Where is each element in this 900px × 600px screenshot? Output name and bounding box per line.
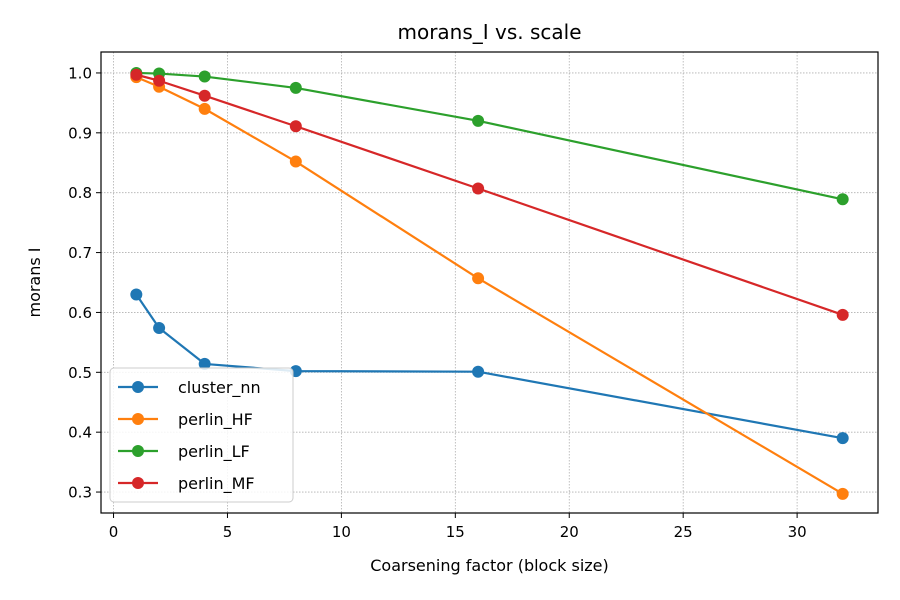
data-point [130,288,143,301]
data-point [472,272,485,285]
legend-marker [132,477,144,489]
legend-item: cluster_nn [118,378,261,398]
legend-item: perlin_HF [118,410,253,430]
y-tick-label: 0.8 [68,184,92,202]
y-tick-label: 1.0 [68,64,92,82]
y-tick-label: 0.3 [68,484,92,502]
data-point [836,308,849,321]
x-tick-label: 30 [788,523,807,541]
axis-ticks: 0 5 10 15 20 25 30 0.3 0.4 0.5 0.6 0.7 0.8 0.9 1.0 [68,64,807,541]
data-point [153,74,166,87]
data-point [289,81,302,94]
plot-frame [100,51,879,514]
data-point [289,155,302,168]
data-point [472,182,485,195]
legend-item: perlin_LF [118,442,250,462]
data-point [130,68,143,81]
chart-title: morans_I vs. scale [397,20,581,44]
legend-item: perlin_MF [118,474,255,494]
data-point [472,114,485,127]
legend-marker [132,381,144,393]
legend-label: perlin_MF [178,474,255,494]
x-tick-label: 15 [446,523,465,541]
legend-box [109,367,294,503]
x-tick-label: 5 [223,523,233,541]
y-tick-label: 0.4 [68,424,92,442]
data-point [289,120,302,133]
legend: cluster_nn perlin_HF perlin_LF perlin_MF [109,367,294,503]
legend-label: perlin_LF [178,442,250,462]
series-perlin_MF [130,68,849,321]
x-tick-label: 20 [560,523,579,541]
x-tick-label: 0 [109,523,119,541]
legend-marker [132,413,144,425]
data-point [153,322,166,335]
data-point [198,70,211,83]
x-tick-label: 25 [674,523,693,541]
data-point [836,487,849,500]
legend-marker [132,445,144,457]
y-tick-label: 0.7 [68,244,92,262]
data-point [836,432,849,445]
legend-label: cluster_nn [178,378,261,398]
y-tick-label: 0.9 [68,124,92,142]
data-point [198,357,211,370]
y-axis-title: morans I [25,247,44,317]
x-axis-title: Coarsening factor (block size) [370,556,609,575]
legend-label: perlin_HF [178,410,253,430]
y-tick-label: 0.6 [68,304,92,322]
data-point [198,89,211,102]
x-tick-label: 10 [332,523,351,541]
y-tick-label: 0.5 [68,364,92,382]
data-point [472,365,485,378]
data-point [836,193,849,206]
data-point [198,102,211,115]
